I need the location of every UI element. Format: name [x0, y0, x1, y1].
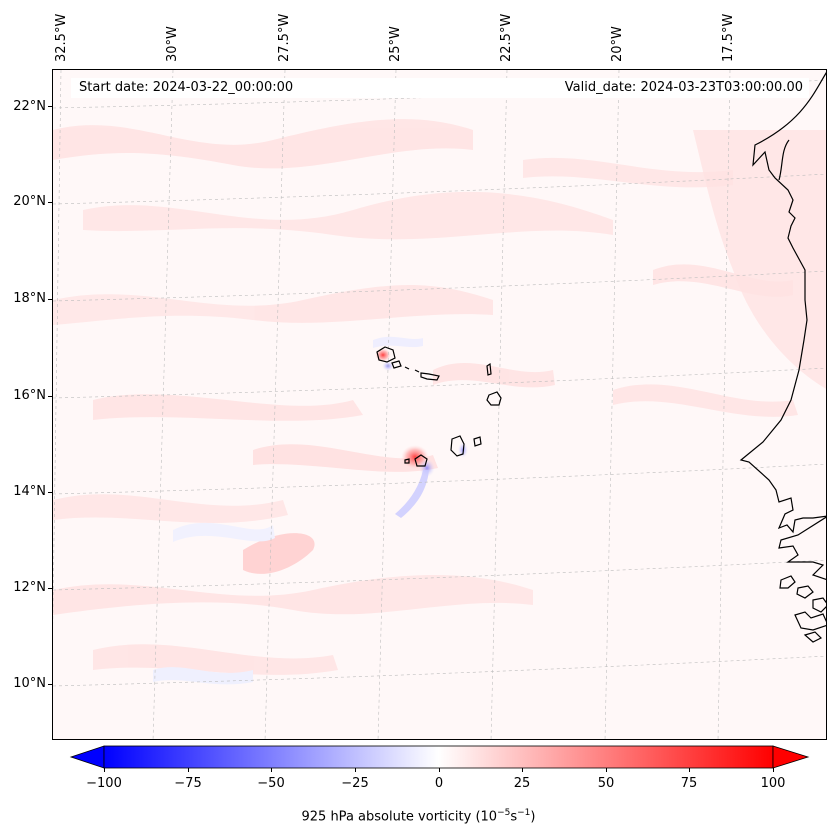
- colorbar-ticklabel: −100: [86, 776, 122, 791]
- colorbar-min-extend: [69, 745, 105, 769]
- colorbar-tick: [689, 768, 690, 772]
- lon-label-30w: 30°W: [165, 26, 180, 62]
- colorbar-tick: [522, 768, 523, 772]
- start-date-label: Start date: 2024-03-22_00:00:00: [79, 80, 294, 95]
- island-santiago: [450, 435, 465, 457]
- colorbar-tick: [355, 768, 356, 772]
- lat-label-18n: 18°N: [13, 291, 46, 306]
- colorbar-tick: [271, 768, 272, 772]
- colorbar-label-exp1: −5: [497, 808, 511, 818]
- colorbar-tick: [606, 768, 607, 772]
- colorbar-label: 925 hPa absolute vorticity (10−5s−1): [0, 808, 837, 824]
- colorbar-ticklabel: 25: [513, 776, 531, 791]
- lon-label-17-5w: 17.5°W: [721, 13, 736, 62]
- colorbar-svg: [69, 745, 810, 769]
- islands: [376, 346, 502, 467]
- colorbar-tick: [773, 768, 774, 772]
- colorbar-tick: [439, 768, 440, 772]
- colorbar-ticklabel: −25: [341, 776, 369, 791]
- lat-label-12n: 12°N: [13, 580, 46, 595]
- colorbar-label-exp2: −1: [517, 808, 531, 818]
- lon-label-25w: 25°W: [388, 26, 403, 62]
- vorticity-field: [53, 119, 826, 685]
- colorbar-ticklabel: −50: [257, 776, 285, 791]
- island-sao-vicente: [391, 360, 402, 369]
- date-info-bar: Start date: 2024-03-22_00:00:00 Valid_da…: [71, 78, 809, 98]
- vorticity-map: Start date: 2024-03-22_00:00:00 Valid_da…: [52, 69, 827, 740]
- colorbar: −100 −75 −50 −25 0 25 50 75 100 925 hPa …: [0, 740, 837, 839]
- colorbar-label-mid: s: [510, 809, 518, 825]
- colorbar-ticklabel: −75: [174, 776, 202, 791]
- island-sal: [486, 362, 492, 376]
- colorbar-tick: [188, 768, 189, 772]
- lat-label-10n: 10°N: [13, 676, 46, 691]
- colorbar-ticklabel: 0: [434, 776, 444, 791]
- lat-label-22n: 22°N: [13, 99, 46, 114]
- lat-tick: [48, 396, 52, 397]
- lon-label-32-5w: 32.5°W: [54, 13, 69, 62]
- colorbar-ticklabel: 75: [680, 776, 698, 791]
- island-santo-antao: [376, 346, 396, 363]
- valid-date-label: Valid_date: 2024-03-23T03:00:00.00: [564, 80, 803, 95]
- island-santa-luzia: [404, 366, 410, 370]
- lat-label-16n: 16°N: [13, 388, 46, 403]
- island-fogo: [414, 454, 428, 467]
- lat-tick: [48, 106, 52, 107]
- colorbar-label-close: ): [530, 809, 536, 825]
- lon-label-20w: 20°W: [610, 26, 625, 62]
- island-sao-nicolau-w: [414, 369, 420, 373]
- island-brava: [404, 458, 410, 464]
- island-boa-vista: [486, 391, 502, 406]
- lat-tick: [48, 492, 52, 493]
- lat-label-20n: 20°N: [13, 194, 46, 209]
- island-maio: [473, 436, 482, 447]
- lat-tick: [48, 299, 52, 300]
- island-sao-nicolau: [420, 372, 440, 381]
- lat-tick: [48, 684, 52, 685]
- map-field-svg: [53, 70, 826, 739]
- lat-tick: [48, 588, 52, 589]
- colorbar-gradient: [103, 745, 774, 769]
- lat-tick: [48, 202, 52, 203]
- lon-label-22-5w: 22.5°W: [499, 13, 514, 62]
- colorbar-tick: [104, 768, 105, 772]
- colorbar-label-text: 925 hPa absolute vorticity (10: [301, 809, 498, 825]
- colorbar-ticklabel: 100: [760, 776, 786, 791]
- lon-label-27-5w: 27.5°W: [277, 13, 292, 62]
- colorbar-ticklabel: 50: [597, 776, 615, 791]
- african-coastline: [739, 72, 826, 643]
- colorbar-max-extend: [772, 745, 810, 769]
- gridlines: [53, 70, 826, 739]
- lat-label-14n: 14°N: [13, 484, 46, 499]
